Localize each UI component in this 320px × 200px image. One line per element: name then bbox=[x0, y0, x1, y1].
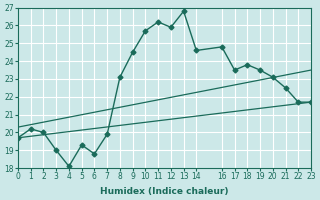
X-axis label: Humidex (Indice chaleur): Humidex (Indice chaleur) bbox=[100, 187, 229, 196]
